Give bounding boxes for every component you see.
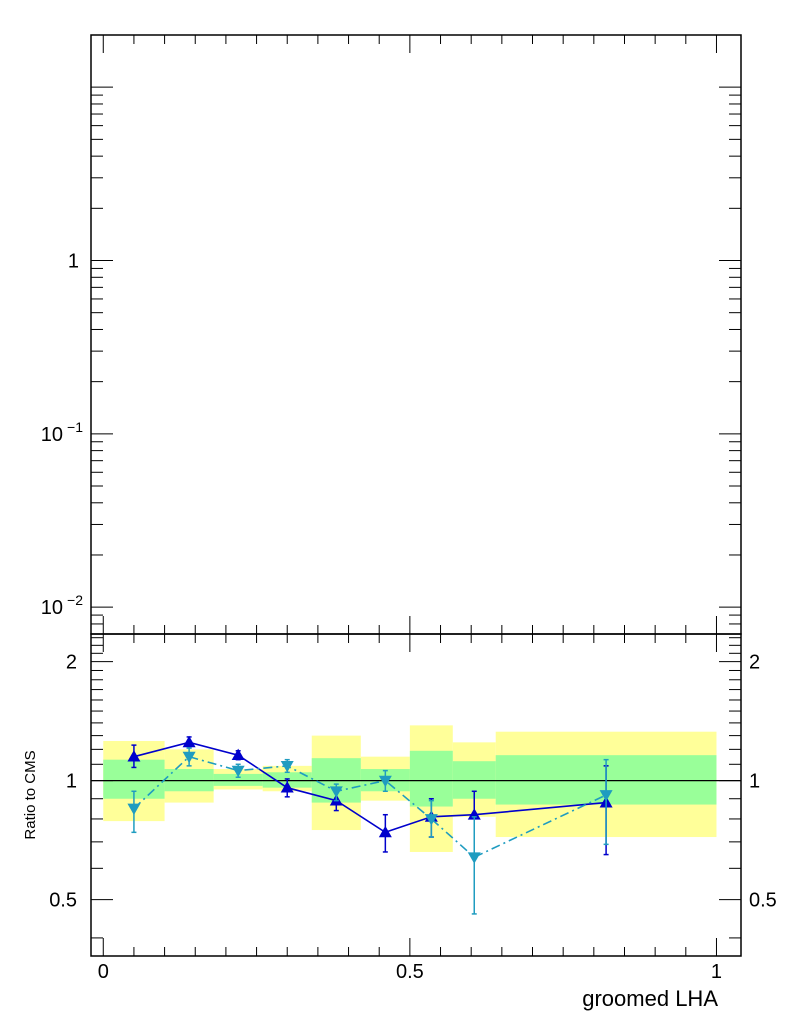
ratio-y-tick-label-right: 2 <box>749 652 760 674</box>
tick-base: 10 <box>41 597 63 619</box>
green-band-2 <box>213 773 263 786</box>
green-band-6 <box>409 750 453 807</box>
data-point-2 <box>378 775 392 788</box>
top-y-tick-label: 10 <box>41 424 63 446</box>
x-axis-title: groomed LHA <box>582 986 718 1011</box>
y-axis-title: Ratio to CMS <box>22 750 39 839</box>
ratio-y-tick-label: 1 <box>66 771 77 793</box>
ratio-panel: 0.5 0.5 1 1 2 2 0 0.5 1 <box>49 633 777 983</box>
ratio-x-tick-label: 1 <box>711 961 722 983</box>
ratio-y-tick-label-right: 0.5 <box>749 890 777 912</box>
top-y-tick-exponent: −1 <box>67 419 83 435</box>
data-point-2 <box>127 803 141 816</box>
ratio-series-group <box>127 735 613 915</box>
data-point-1 <box>378 825 392 838</box>
data-point-1 <box>467 808 481 820</box>
top-panel-frame <box>90 34 742 635</box>
data-point-1 <box>182 735 196 748</box>
tick-base: 10 <box>41 424 63 446</box>
data-point-2 <box>467 852 481 864</box>
data-point-2 <box>231 765 245 778</box>
data-point-2 <box>280 760 294 773</box>
data-point-2 <box>424 814 438 826</box>
top-panel: 10 −210 −11 <box>41 34 742 635</box>
top-y-tick-label: 1 <box>68 251 79 273</box>
ratio-y-tick-label-right: 1 <box>749 771 760 793</box>
data-point-1 <box>127 750 141 762</box>
data-point-1 <box>231 748 245 761</box>
top-y-tick-exponent: −2 <box>67 592 83 608</box>
top-y-tick-label: 10 <box>41 597 63 619</box>
data-point-2 <box>329 786 343 798</box>
data-point-2 <box>182 751 196 764</box>
ratio-y-tick-label: 0.5 <box>49 890 77 912</box>
ratio-x-tick-label: 0 <box>98 961 109 983</box>
ratio-y-tick-label: 2 <box>66 652 77 674</box>
ratio-panel-frame <box>90 633 742 957</box>
ratio-x-tick-label: 0.5 <box>396 961 424 983</box>
data-point-1 <box>280 781 294 793</box>
data-point-2 <box>599 790 613 802</box>
